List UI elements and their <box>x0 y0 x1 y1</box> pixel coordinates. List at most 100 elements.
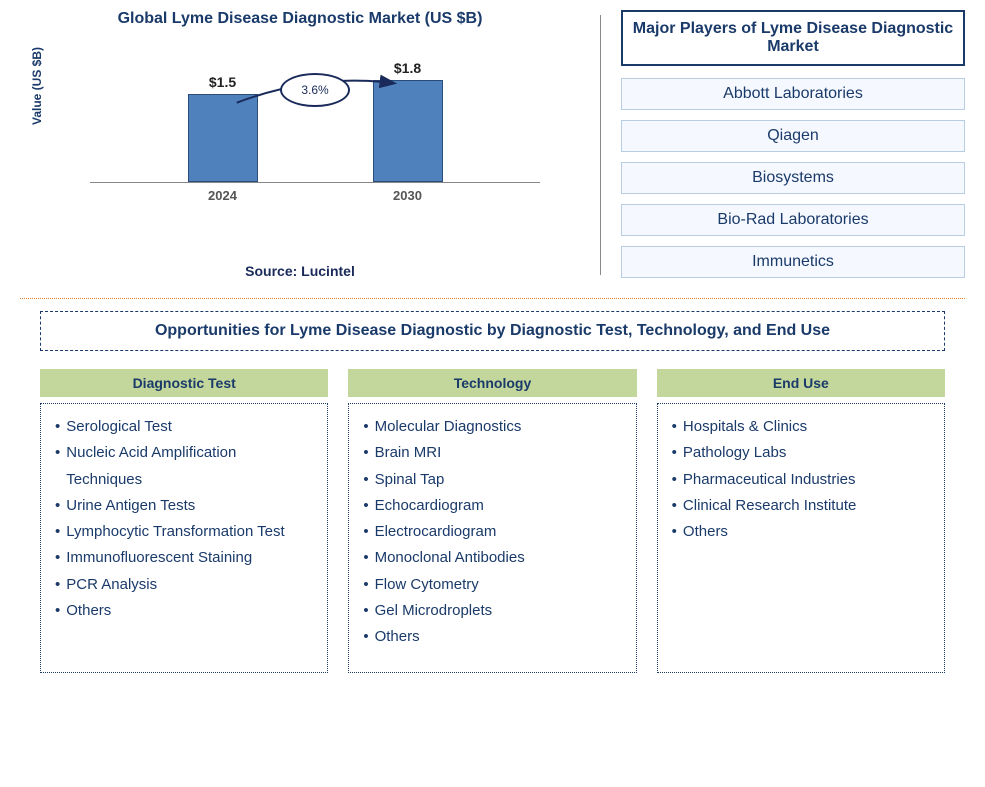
category-item: • Nucleic Acid Amplification Techniques <box>55 440 313 493</box>
players-list: Abbott Laboratories Qiagen Biosystems Bio-R… <box>621 78 965 278</box>
players-panel: Major Players of Lyme Disease Diagnostic… <box>601 0 985 290</box>
bullet-icon: • <box>55 572 60 598</box>
category-item-text: Spinal Tap <box>375 467 622 493</box>
chart-title: Global Lyme Disease Diagnostic Market (U… <box>20 10 580 28</box>
opportunities-title: Opportunities for Lyme Disease Diagnosti… <box>40 311 945 351</box>
category-item: • Others <box>55 598 313 624</box>
page-root: Global Lyme Disease Diagnostic Market (U… <box>0 0 985 787</box>
players-title: Major Players of Lyme Disease Diagnostic… <box>621 10 965 66</box>
category-item: • Electrocardiogram <box>363 519 621 545</box>
bullet-icon: • <box>363 598 368 624</box>
player-item: Immunetics <box>621 246 965 278</box>
y-axis-label: Value (US $B) <box>30 47 44 125</box>
category-item-text: Others <box>66 598 313 624</box>
bar-x-label: 2030 <box>393 188 422 203</box>
category-column: End Use • Hospitals & Clinics • Patholog… <box>657 369 945 673</box>
growth-rate-ellipse: 3.6% <box>280 73 350 107</box>
source-label: Source: Lucintel <box>20 263 580 279</box>
bullet-icon: • <box>363 519 368 545</box>
category-item: • Monoclonal Antibodies <box>363 545 621 571</box>
category-item-text: Hospitals & Clinics <box>683 414 930 440</box>
category-item: • Flow Cytometry <box>363 572 621 598</box>
category-item: • Spinal Tap <box>363 467 621 493</box>
category-item-text: Immunofluorescent Staining <box>66 545 313 571</box>
category-item: • Others <box>363 624 621 650</box>
bullet-icon: • <box>55 519 60 545</box>
player-item: Bio-Rad Laboratories <box>621 204 965 236</box>
chart-panel: Global Lyme Disease Diagnostic Market (U… <box>0 0 600 290</box>
bullet-icon: • <box>55 440 60 493</box>
categories-row: Diagnostic Test • Serological Test • Nuc… <box>0 369 985 673</box>
bar-2030 <box>373 80 443 182</box>
category-header: Diagnostic Test <box>40 369 328 397</box>
horizontal-divider <box>20 298 965 299</box>
category-item: • Serological Test <box>55 414 313 440</box>
category-item-text: Others <box>683 519 930 545</box>
bullet-icon: • <box>55 414 60 440</box>
bullet-icon: • <box>363 467 368 493</box>
category-item-text: Monoclonal Antibodies <box>375 545 622 571</box>
category-item: • Clinical Research Institute <box>672 493 930 519</box>
category-item-text: Urine Antigen Tests <box>66 493 313 519</box>
category-item: • Urine Antigen Tests <box>55 493 313 519</box>
player-item: Qiagen <box>621 120 965 152</box>
category-item-text: Pathology Labs <box>683 440 930 466</box>
bullet-icon: • <box>55 545 60 571</box>
category-item-text: Gel Microdroplets <box>375 598 622 624</box>
player-item: Abbott Laboratories <box>621 78 965 110</box>
category-item: • PCR Analysis <box>55 572 313 598</box>
category-header: Technology <box>348 369 636 397</box>
category-column: Technology • Molecular Diagnostics • Bra… <box>348 369 636 673</box>
bullet-icon: • <box>363 624 368 650</box>
bullet-icon: • <box>672 440 677 466</box>
category-item-text: Echocardiogram <box>375 493 622 519</box>
category-item: • Gel Microdroplets <box>363 598 621 624</box>
category-header: End Use <box>657 369 945 397</box>
category-item-text: Brain MRI <box>375 440 622 466</box>
bar-x-label: 2024 <box>208 188 237 203</box>
category-box: • Serological Test • Nucleic Acid Amplif… <box>40 403 328 673</box>
category-box: • Molecular Diagnostics • Brain MRI • Sp… <box>348 403 636 673</box>
category-item-text: Nucleic Acid Amplification Techniques <box>66 440 313 493</box>
category-item-text: Lymphocytic Transformation Test <box>66 519 313 545</box>
bullet-icon: • <box>363 493 368 519</box>
bullet-icon: • <box>55 598 60 624</box>
bar-value-label: $1.5 <box>209 74 236 90</box>
category-item: • Molecular Diagnostics <box>363 414 621 440</box>
top-section: Global Lyme Disease Diagnostic Market (U… <box>0 0 985 290</box>
bar-group-2030: $1.8 2030 <box>373 60 443 182</box>
player-item: Biosystems <box>621 162 965 194</box>
bars-container: $1.5 2024 $1.8 2030 <box>90 43 540 183</box>
category-item: • Others <box>672 519 930 545</box>
category-item: • Pharmaceutical Industries <box>672 467 930 493</box>
bullet-icon: • <box>55 493 60 519</box>
growth-rate-value: 3.6% <box>301 83 328 97</box>
category-item: • Immunofluorescent Staining <box>55 545 313 571</box>
bullet-icon: • <box>363 440 368 466</box>
category-item: • Pathology Labs <box>672 440 930 466</box>
category-item-text: PCR Analysis <box>66 572 313 598</box>
category-item-text: Others <box>375 624 622 650</box>
growth-annotation: 3.6% <box>280 73 350 107</box>
category-item-text: Electrocardiogram <box>375 519 622 545</box>
bullet-icon: • <box>363 572 368 598</box>
bullet-icon: • <box>363 414 368 440</box>
category-item-text: Serological Test <box>66 414 313 440</box>
category-item: • Brain MRI <box>363 440 621 466</box>
bullet-icon: • <box>672 519 677 545</box>
bullet-icon: • <box>672 414 677 440</box>
category-item: • Echocardiogram <box>363 493 621 519</box>
category-item: • Lymphocytic Transformation Test <box>55 519 313 545</box>
bullet-icon: • <box>363 545 368 571</box>
bullet-icon: • <box>672 493 677 519</box>
category-item-text: Molecular Diagnostics <box>375 414 622 440</box>
chart-area: 3.6% $1.5 2024 $1.8 2030 <box>90 43 540 223</box>
bullet-icon: • <box>672 467 677 493</box>
category-box: • Hospitals & Clinics • Pathology Labs •… <box>657 403 945 673</box>
category-item-text: Pharmaceutical Industries <box>683 467 930 493</box>
bar-group-2024: $1.5 2024 <box>188 74 258 182</box>
category-column: Diagnostic Test • Serological Test • Nuc… <box>40 369 328 673</box>
category-item-text: Clinical Research Institute <box>683 493 930 519</box>
bar-2024 <box>188 94 258 182</box>
category-item: • Hospitals & Clinics <box>672 414 930 440</box>
